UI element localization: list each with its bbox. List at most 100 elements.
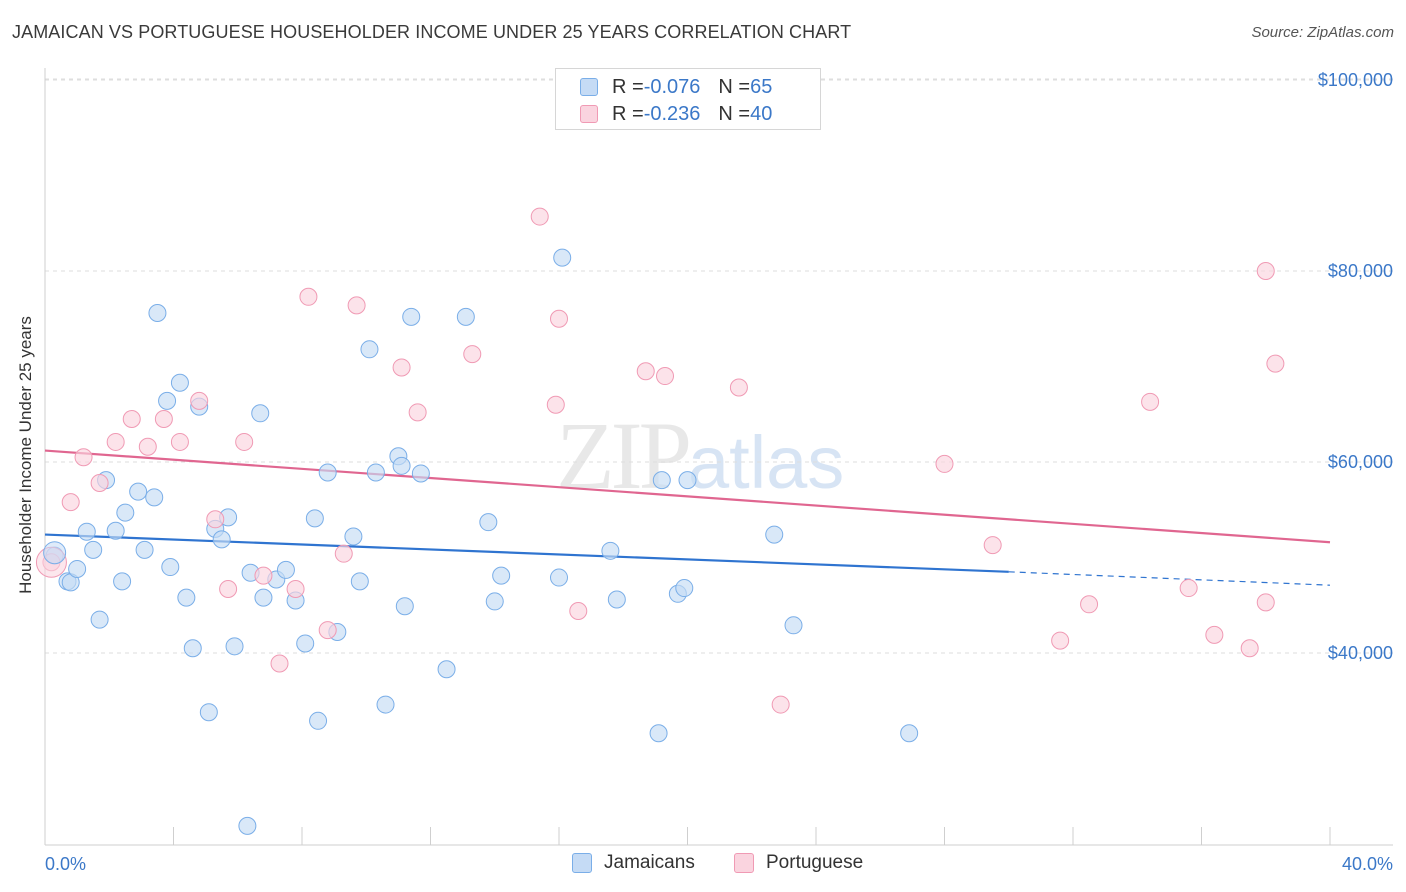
legend-r-label: R = xyxy=(612,102,644,125)
legend-r-value: -0.076 xyxy=(643,75,701,98)
point-jamaicans xyxy=(649,724,668,743)
point-portuguese xyxy=(729,378,748,397)
point-portuguese xyxy=(550,309,568,328)
point-portuguese xyxy=(318,621,337,640)
legend-row-portuguese: R = -0.236 N = 40 xyxy=(580,102,772,126)
point-portuguese xyxy=(1266,354,1285,373)
point-portuguese xyxy=(347,296,366,315)
point-jamaicans xyxy=(161,558,180,577)
point-portuguese xyxy=(334,544,353,563)
point-portuguese xyxy=(392,358,411,377)
point-portuguese xyxy=(190,391,209,410)
point-portuguese xyxy=(408,403,427,422)
point-jamaicans xyxy=(344,527,363,546)
data-points xyxy=(35,207,1285,835)
point-portuguese xyxy=(1240,639,1259,658)
point-jamaicans xyxy=(553,248,572,267)
series-swatch-jamaicans xyxy=(572,853,592,873)
point-jamaicans xyxy=(479,513,498,532)
x-tick-label: 40.0% xyxy=(1342,854,1393,874)
point-portuguese xyxy=(74,448,93,467)
point-jamaicans xyxy=(199,703,218,722)
point-jamaicans xyxy=(251,404,270,423)
point-jamaicans xyxy=(392,456,411,475)
point-jamaicans xyxy=(276,560,295,579)
chart-source: Source: ZipAtlas.com xyxy=(1251,24,1394,41)
tick-labels: $40,000 $60,000 $80,000 $100,000 0.0% 40.0% xyxy=(45,70,1393,874)
point-portuguese xyxy=(286,580,305,599)
point-portuguese xyxy=(1080,595,1099,614)
point-jamaicans xyxy=(254,588,273,607)
trend-lines xyxy=(44,449,1331,586)
point-portuguese xyxy=(771,695,790,714)
point-portuguese xyxy=(935,454,954,473)
point-portuguese xyxy=(656,367,675,386)
series-legend: Jamaicans Portuguese xyxy=(0,852,1406,876)
point-jamaicans xyxy=(411,464,430,483)
series-legend-portuguese[interactable]: Portuguese xyxy=(734,852,863,874)
point-portuguese xyxy=(546,395,565,414)
point-jamaicans xyxy=(158,391,177,410)
point-portuguese xyxy=(122,410,141,429)
point-jamaicans xyxy=(318,463,337,482)
point-jamaicans xyxy=(437,660,456,679)
point-jamaicans xyxy=(395,597,414,616)
trend-line-jamaicans-extension xyxy=(1008,571,1331,586)
point-portuguese xyxy=(254,566,273,585)
point-portuguese xyxy=(206,510,225,529)
point-portuguese xyxy=(270,654,289,673)
point-portuguese xyxy=(219,580,238,599)
point-portuguese xyxy=(636,362,655,381)
point-jamaicans-large xyxy=(43,541,67,565)
point-jamaicans xyxy=(402,307,421,326)
point-jamaicans xyxy=(601,541,620,560)
point-jamaicans xyxy=(305,509,324,528)
series-label-jamaicans: Jamaicans xyxy=(604,852,695,873)
point-jamaicans xyxy=(177,588,196,607)
y-tick-label: $60,000 xyxy=(1328,452,1393,472)
legend-n-value: 40 xyxy=(750,102,773,125)
point-jamaicans xyxy=(77,522,96,541)
point-jamaicans xyxy=(84,540,103,559)
chart-title: JAMAICAN VS PORTUGUESE HOUSEHOLDER INCOM… xyxy=(12,22,852,42)
y-tick-label: $100,000 xyxy=(1318,70,1393,90)
point-portuguese xyxy=(983,536,1002,555)
point-portuguese xyxy=(235,432,254,451)
legend-n-value: 65 xyxy=(750,75,773,98)
point-portuguese xyxy=(299,287,318,306)
point-jamaicans xyxy=(90,610,109,629)
point-portuguese xyxy=(154,410,173,429)
legend-swatch-jamaicans xyxy=(580,78,598,96)
point-jamaicans xyxy=(116,503,135,522)
correlation-legend: R = -0.076 N = 65 R = -0.236 N = 40 xyxy=(555,68,821,130)
point-jamaicans xyxy=(652,471,671,490)
point-jamaicans xyxy=(492,566,511,585)
series-label-portuguese: Portuguese xyxy=(766,852,864,873)
point-portuguese xyxy=(170,432,189,451)
point-jamaicans xyxy=(456,307,475,326)
point-portuguese xyxy=(1179,579,1198,598)
point-jamaicans xyxy=(183,639,202,658)
legend-r-label: R = xyxy=(612,75,644,98)
point-jamaicans xyxy=(376,695,395,714)
point-jamaicans xyxy=(350,572,369,591)
point-jamaicans xyxy=(238,816,257,835)
point-portuguese xyxy=(530,207,549,226)
point-jamaicans xyxy=(212,530,231,549)
point-portuguese xyxy=(1141,392,1160,411)
point-jamaicans xyxy=(678,471,697,490)
series-legend-jamaicans[interactable]: Jamaicans xyxy=(572,852,695,874)
legend-n-label: N = xyxy=(718,102,751,125)
point-portuguese xyxy=(106,432,125,451)
legend-n-label: N = xyxy=(718,75,751,98)
point-jamaicans xyxy=(366,463,385,482)
point-jamaicans xyxy=(675,579,694,598)
point-jamaicans xyxy=(765,525,784,544)
point-jamaicans xyxy=(170,373,189,392)
point-jamaicans xyxy=(145,488,164,507)
point-portuguese xyxy=(569,601,588,620)
point-jamaicans xyxy=(135,540,154,559)
point-jamaicans xyxy=(607,590,626,609)
trend-line-portuguese xyxy=(44,449,1331,544)
